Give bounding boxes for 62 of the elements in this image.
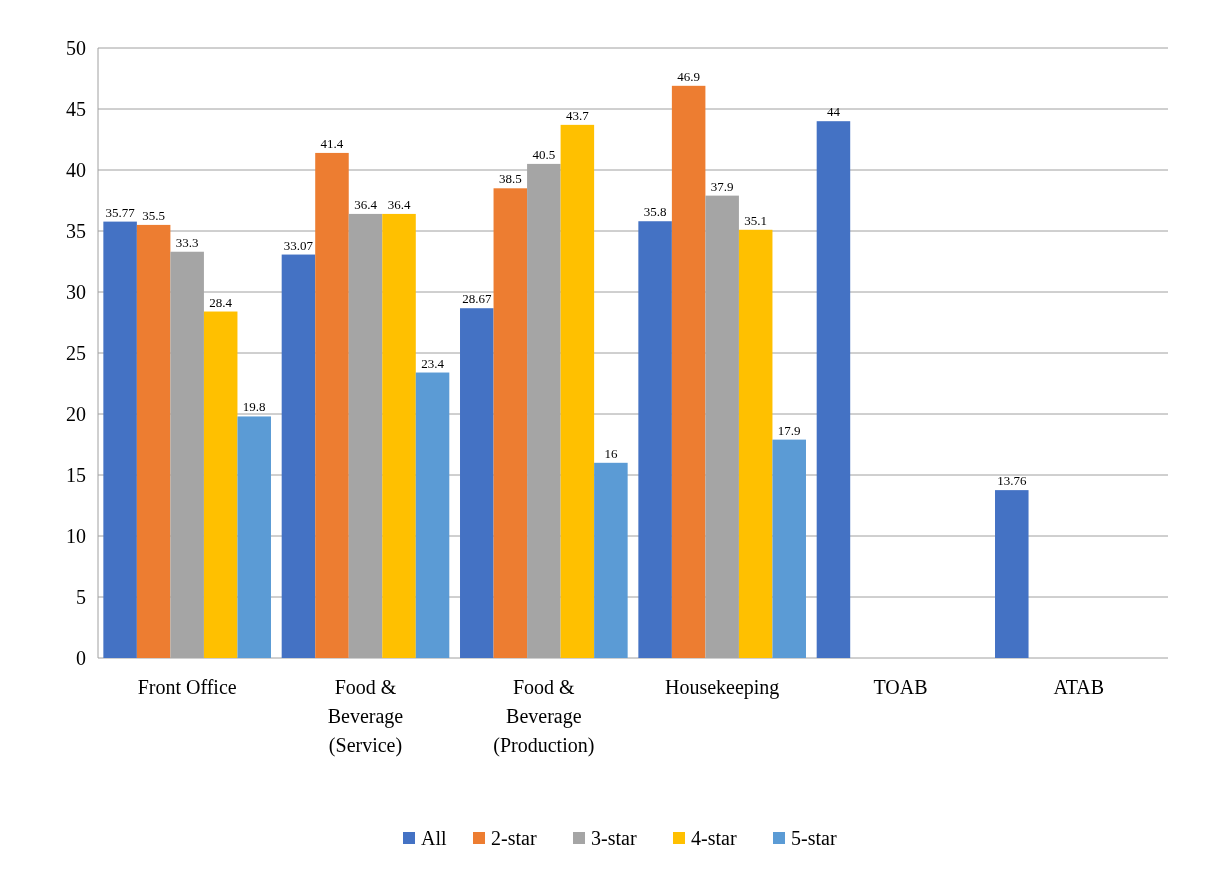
bar <box>816 121 851 658</box>
data-label: 28.4 <box>209 294 233 310</box>
data-label: 17.9 <box>777 422 801 438</box>
data-label: 35.1 <box>744 212 768 228</box>
y-tick-label: 0 <box>76 647 86 669</box>
bar <box>594 462 628 658</box>
x-tick-label: TOAB <box>873 676 928 698</box>
bar <box>493 188 528 658</box>
data-label: 36.4 <box>354 196 378 212</box>
data-label: 38.5 <box>498 171 522 187</box>
data-label: 36.4 <box>387 196 411 212</box>
legend-label: 4-star <box>691 827 737 849</box>
data-label: 46.9 <box>677 68 701 84</box>
data-label: 28.67 <box>462 291 492 307</box>
bar <box>738 229 773 658</box>
data-label: 16 <box>604 445 618 461</box>
bar <box>315 152 349 658</box>
bar <box>136 224 171 658</box>
data-label: 33.3 <box>175 234 199 250</box>
data-label: 35.77 <box>105 204 136 220</box>
data-label: 19.8 <box>242 399 266 415</box>
legend-label: 2-star <box>491 827 537 849</box>
y-tick-label: 15 <box>66 464 86 486</box>
bar <box>203 311 238 658</box>
y-tick-label: 25 <box>66 342 86 364</box>
bar <box>995 490 1029 658</box>
y-tick-label: 50 <box>66 37 86 59</box>
data-label: 44 <box>826 104 841 120</box>
y-tick-label: 40 <box>66 159 86 181</box>
data-label: 37.9 <box>710 178 734 194</box>
bar <box>103 221 137 658</box>
y-tick-label: 35 <box>66 220 86 242</box>
bar <box>671 85 706 658</box>
bar <box>382 213 416 658</box>
data-label: 41.4 <box>320 135 344 151</box>
legend-label: 5-star <box>791 827 837 849</box>
bar <box>237 416 271 658</box>
y-tick-label: 5 <box>76 586 86 608</box>
bar <box>281 254 316 658</box>
bar <box>560 124 595 658</box>
bar <box>415 372 450 658</box>
y-tick-label: 45 <box>66 98 86 120</box>
data-label: 43.7 <box>565 107 590 123</box>
data-label: 23.4 <box>421 355 445 371</box>
data-label: 35.5 <box>142 207 166 223</box>
data-label: 33.07 <box>283 237 314 253</box>
y-tick-label: 10 <box>66 525 86 547</box>
y-tick-label: 20 <box>66 403 86 425</box>
bar <box>638 221 672 658</box>
data-label: 13.76 <box>997 473 1027 489</box>
legend-label: All <box>421 827 447 849</box>
data-label: 40.5 <box>532 146 556 162</box>
data-label: 35.8 <box>643 204 667 220</box>
x-tick-label: Food & Beverage (Production) <box>493 676 595 757</box>
y-tick-label: 30 <box>66 281 86 303</box>
x-tick-label: Front Office <box>137 676 237 698</box>
bar <box>460 308 494 658</box>
x-tick-label: Food & Beverage (Service) <box>327 676 404 757</box>
bar <box>772 439 806 658</box>
x-tick-label: Housekeeping <box>664 676 780 699</box>
legend-label: 3-star <box>591 827 637 849</box>
x-tick-label: ATAB <box>1053 676 1105 698</box>
